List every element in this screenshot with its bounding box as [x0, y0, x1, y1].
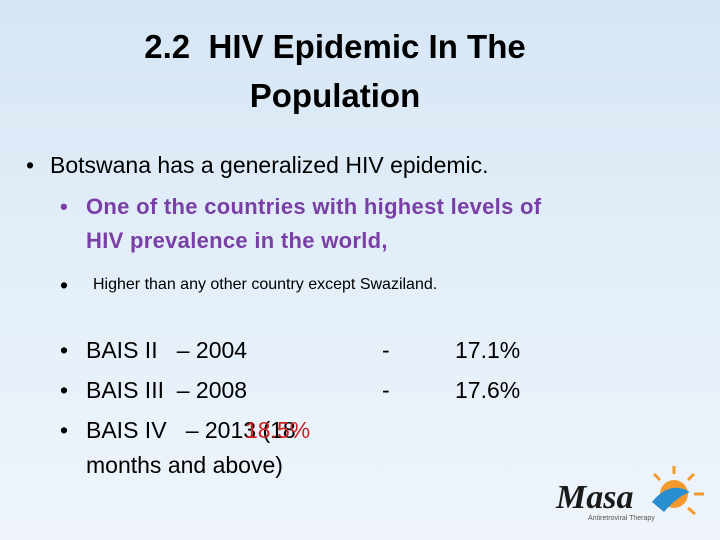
- bullet-text: HIV prevalence in the world,: [86, 228, 388, 253]
- title-line: Population: [249, 77, 421, 114]
- survey-label: BAIS II – 2004: [86, 337, 248, 363]
- bullet-text: One of the countries with highest levels…: [86, 194, 542, 219]
- survey-value: 18.5%: [245, 417, 311, 443]
- survey-value: 17.6%: [455, 377, 521, 403]
- bullet-text: Botswana has a generalized HIV epidemic.: [50, 152, 489, 178]
- separator: -: [382, 337, 390, 363]
- survey-label: BAIS III – 2008: [86, 377, 248, 403]
- survey-label: BAIS IV – 2013 (18: [86, 417, 296, 443]
- bullet: •: [60, 272, 69, 298]
- logo-name: Masa: [555, 479, 633, 516]
- separator: -: [382, 377, 390, 403]
- survey-value: 17.1%: [455, 337, 521, 363]
- bullet: •: [60, 417, 69, 443]
- title-line: 2.2 HIV Epidemic In The: [144, 28, 526, 65]
- survey-label: months and above): [86, 452, 283, 478]
- bullet: •: [26, 152, 35, 178]
- logo: Masa Antiretroviral Therapy: [555, 466, 704, 522]
- logo-tagline: Antiretroviral Therapy: [588, 515, 655, 522]
- bullet: •: [60, 194, 69, 219]
- bullet: •: [60, 377, 69, 403]
- bullet-text: Higher than any other country except Swa…: [93, 276, 438, 293]
- logo-sun: [652, 466, 704, 516]
- bullet: •: [60, 337, 69, 363]
